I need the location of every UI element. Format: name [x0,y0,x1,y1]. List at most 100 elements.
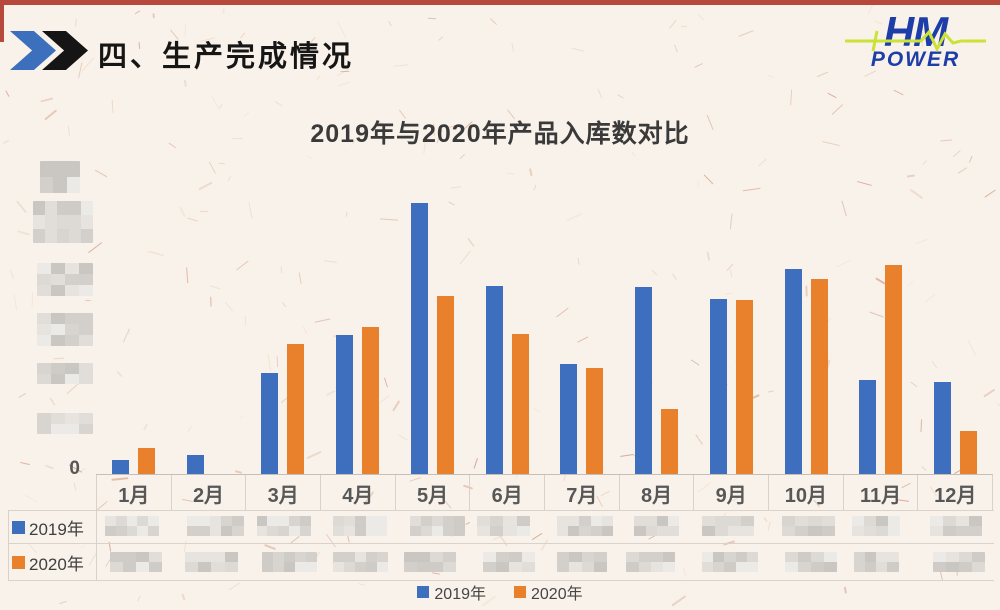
chart-title: 2019年与2020年产品入库数对比 [310,120,690,148]
bar-2020年-12月 [960,431,978,474]
censored-value-mosaic [410,516,465,536]
censored-value-mosaic [40,161,80,193]
bar-2020年-5月 [436,296,454,474]
bar-2019年-9月 [709,299,727,474]
legend-swatch-icon [514,586,526,598]
x-axis-label-7月: 7月 [544,475,619,511]
table-cell [546,544,621,580]
table-cells-censored [97,511,994,543]
censored-value-mosaic [186,516,244,536]
x-axis-label-11月: 11月 [842,475,918,511]
censored-value-mosaic [333,516,388,536]
bar-2019年-6月 [485,286,503,474]
censored-value-mosaic [482,552,535,572]
series-marker-2020 [12,555,25,569]
x-axis-label-1月: 1月 [96,475,171,511]
censored-value-mosaic [476,516,530,536]
bar-2019年-12月 [934,382,952,474]
censored-value-mosaic [105,516,159,536]
y-axis-zero-label: 0 [69,458,80,479]
legend-item-2019年: 2019年 [417,580,486,604]
censored-value-mosaic [37,263,93,296]
table-cell [546,511,621,543]
bar-2020年-10月 [810,279,828,474]
table-cell [321,511,396,543]
table-cell [695,544,770,580]
table-cell [471,544,546,580]
censored-value-mosaic [853,552,899,572]
x-axis-label-9月: 9月 [693,475,768,511]
table-cell [172,544,247,580]
censored-value-mosaic [261,552,317,572]
bar-2020年-6月 [511,334,529,474]
x-axis-label-10月: 10月 [768,475,843,511]
bar-2020年-11月 [885,265,903,474]
censored-value-mosaic [37,313,93,346]
censored-value-mosaic [37,363,93,384]
bar-2020年-7月 [586,368,604,474]
company-logo: HM POWER [843,10,988,72]
censored-value-mosaic [626,552,676,572]
censored-value-mosaic [333,552,389,572]
table-cell [919,544,994,580]
table-cell [396,511,471,543]
top-red-strip [0,0,1000,5]
legend-label: 2019年 [434,586,486,603]
series-marker-2019 [12,520,25,534]
bar-2019年-4月 [336,335,354,474]
table-cell [620,544,695,580]
bar-2019年-5月 [410,203,428,474]
table-cell [770,544,845,580]
legend-swatch-icon [417,586,430,598]
censored-value-mosaic [404,552,456,572]
bar-2020年-9月 [735,300,753,474]
x-axis-label-3月: 3月 [245,475,320,511]
table-cell [97,511,172,543]
bar-2019年-3月 [261,373,279,474]
table-row: 2020年 [9,544,994,581]
censored-value-mosaic [930,516,983,536]
table-cell [695,511,770,543]
table-cell [845,511,920,543]
x-axis-label-2月: 2月 [170,475,246,511]
table-cell [620,511,695,543]
logo-text-power: POWER [870,48,961,71]
table-cell [321,544,396,580]
section-title: 四、生产完成情况 [98,39,355,73]
censored-value-mosaic [184,552,238,572]
table-cells-censored [97,544,994,580]
chart-data-table: 2019年 2020年 [8,510,994,581]
bar-2019年-10月 [784,269,802,474]
x-axis-label-8月: 8月 [618,475,694,511]
logo-text-hm: HM [883,8,948,55]
bar-2019年-8月 [635,287,653,474]
censored-value-mosaic [110,552,162,572]
table-row: 2019年 [9,511,994,544]
censored-value-mosaic [33,201,93,243]
table-cell [770,511,845,543]
table-row-header: 2019年 [9,511,97,543]
censored-value-mosaic [256,516,311,536]
bar-2020年-8月 [661,409,679,474]
table-cell [97,544,172,580]
bar-2019年-7月 [560,364,578,474]
censored-value-mosaic [702,552,758,572]
x-axis: 1月 2月 3月 4月 5月 6月 7月 8月 9月 10月 11月 12月 [96,474,994,511]
table-row-header: 2020年 [9,544,97,580]
x-axis-label-4月: 4月 [320,475,395,511]
censored-value-mosaic [702,516,754,536]
censored-value-mosaic [781,516,835,536]
censored-value-mosaic [933,552,986,572]
censored-value-mosaic [851,516,900,536]
table-cell [919,511,994,543]
bar-2020年-3月 [287,344,305,474]
censored-value-mosaic [784,552,837,572]
censored-value-mosaic [634,516,680,536]
censored-value-mosaic [556,552,607,572]
x-axis-label-6月: 6月 [469,475,544,511]
censored-value-mosaic [37,413,93,434]
bar-2019年-11月 [859,380,877,474]
bar-2020年-1月 [137,448,155,474]
table-row-label: 2020年 [29,554,84,574]
